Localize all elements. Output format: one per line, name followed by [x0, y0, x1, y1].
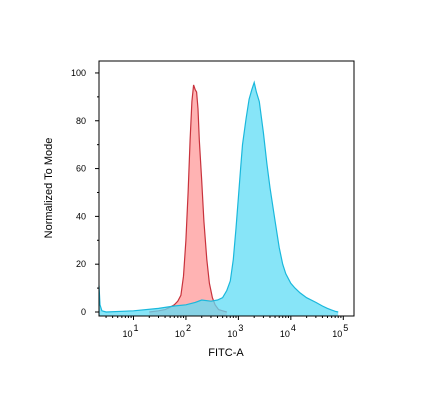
- y-axis-label: Normalized To Mode: [43, 138, 55, 239]
- x-tick-exponent: 4: [291, 323, 296, 333]
- y-axis: 0 20 40 60 80 100: [71, 68, 99, 317]
- x-tick-label: 10: [332, 329, 342, 339]
- x-tick-label: 10: [280, 329, 290, 339]
- x-tick-exponent: 1: [133, 323, 138, 333]
- y-tick-label: 0: [81, 307, 86, 317]
- x-tick-exponent: 3: [238, 323, 243, 333]
- x-axis-label: FITC-A: [208, 347, 244, 359]
- x-tick-label: 10: [175, 329, 185, 339]
- series-2-area: [99, 82, 339, 316]
- y-tick-label: 20: [76, 259, 86, 269]
- plot-frame: [98, 60, 355, 317]
- y-tick-label: 100: [71, 68, 86, 78]
- series-1-line: [149, 84, 227, 313]
- x-tick-exponent: 5: [343, 323, 348, 333]
- x-tick-label: 10: [227, 329, 237, 339]
- x-tick-label: 10: [122, 329, 132, 339]
- y-tick-label: 80: [76, 116, 86, 126]
- plot-area: [98, 80, 339, 317]
- series-2-line: [98, 80, 339, 313]
- x-tick-exponent: 2: [186, 323, 191, 333]
- y-tick-label: 40: [76, 211, 86, 221]
- y-tick-label: 60: [76, 164, 86, 174]
